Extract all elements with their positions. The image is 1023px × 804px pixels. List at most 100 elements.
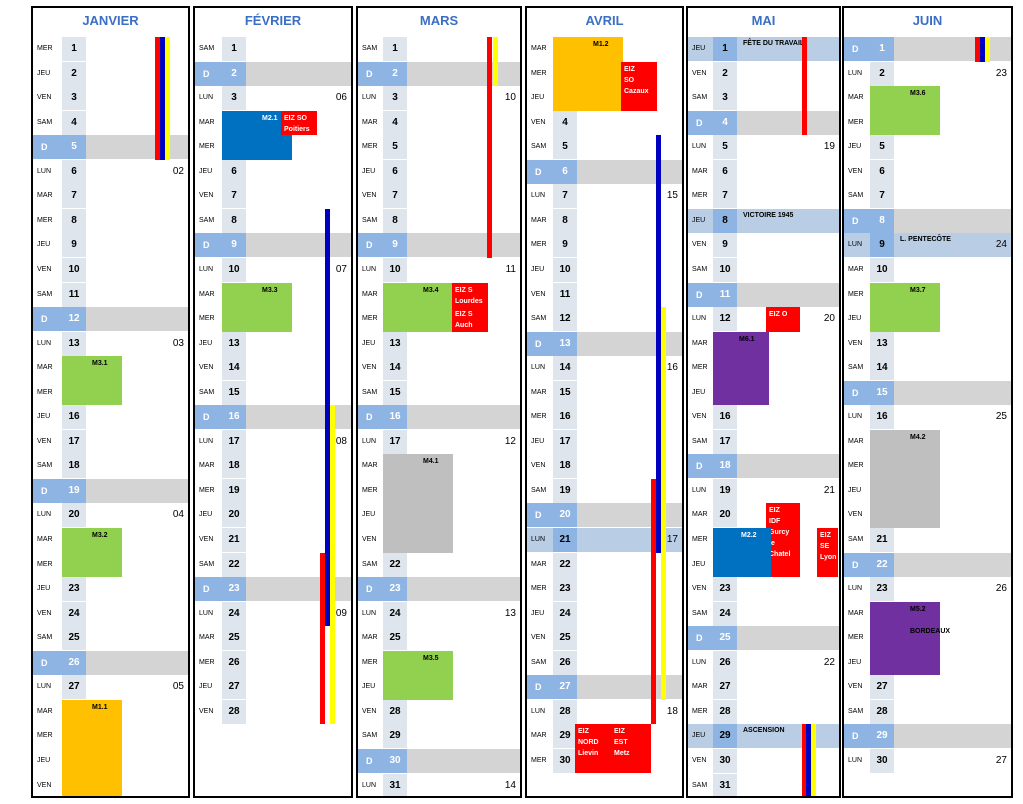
day-row[interactable]: MAR 20	[688, 503, 839, 528]
day-row[interactable]: SAM 15	[358, 380, 520, 405]
day-row[interactable]: MER 1	[33, 37, 188, 61]
day-row[interactable]: VEN 10	[33, 257, 188, 282]
day-row[interactable]: VEN 2	[688, 61, 839, 86]
day-row[interactable]: LUN 26 22	[688, 650, 839, 675]
day-row[interactable]: D 25	[688, 626, 839, 651]
day-row[interactable]: LUN 23 26	[844, 577, 1011, 602]
day-row[interactable]: MAR 25	[195, 626, 351, 651]
event-block[interactable]: M3.6	[870, 86, 940, 136]
day-row[interactable]: LUN 10 11	[358, 257, 520, 282]
day-row[interactable]: JEU 5	[844, 135, 1011, 160]
day-row[interactable]: MER 8	[33, 208, 188, 233]
day-row[interactable]: MER 5	[358, 135, 520, 160]
day-row[interactable]: D 12	[33, 307, 188, 332]
day-row[interactable]: LUN 5 19	[688, 135, 839, 160]
day-row[interactable]: MAR 25	[358, 626, 520, 651]
day-row[interactable]: LUN 24 13	[358, 601, 520, 626]
day-row[interactable]: D 15	[844, 380, 1011, 405]
day-row[interactable]: VEN 14	[358, 356, 520, 381]
day-row[interactable]: VEN 28	[358, 699, 520, 724]
day-row[interactable]: JEU 13	[358, 331, 520, 356]
day-row[interactable]: SAM 3	[688, 86, 839, 111]
day-row[interactable]: SAM 1	[195, 37, 351, 61]
day-row[interactable]: LUN 12 20	[688, 307, 839, 332]
day-row[interactable]: SAM 8	[358, 208, 520, 233]
day-row[interactable]: MAR 27	[688, 675, 839, 700]
day-row[interactable]: D 16	[358, 405, 520, 430]
day-row[interactable]: SAM 29	[358, 724, 520, 749]
day-row[interactable]: MAR 29	[527, 724, 682, 749]
day-row[interactable]: MER 7	[688, 184, 839, 209]
event-block[interactable]: EIZ SO Cazaux	[621, 61, 657, 111]
day-row[interactable]: JEU 16	[33, 405, 188, 430]
day-row[interactable]: SAM 21	[844, 528, 1011, 552]
day-row[interactable]: D 23	[358, 577, 520, 602]
day-row[interactable]: JEU 2	[33, 61, 188, 86]
day-row[interactable]: MAR 10	[844, 257, 1011, 282]
day-row[interactable]: VEN 30	[688, 748, 839, 773]
day-row[interactable]: SAM 18	[33, 454, 188, 479]
day-row[interactable]: MER 16	[527, 405, 682, 430]
day-row[interactable]: JEU 24	[527, 601, 682, 626]
day-row[interactable]: LUN 7 15	[527, 184, 682, 209]
event-block[interactable]: M3.2	[62, 528, 122, 578]
day-row[interactable]: SAM 14	[844, 356, 1011, 381]
day-row[interactable]: VEN 3	[33, 86, 188, 111]
day-row[interactable]: SAM 15	[195, 380, 351, 405]
day-row[interactable]: D 27	[527, 675, 682, 700]
day-row[interactable]: SAM 4	[33, 110, 188, 135]
event-block[interactable]: M3.1	[62, 356, 122, 406]
day-row[interactable]: LUN 3 10	[358, 86, 520, 111]
day-row[interactable]: JEU 9	[33, 233, 188, 258]
day-row[interactable]: JEU 29 ASCENSION	[688, 724, 839, 749]
day-row[interactable]: MER 28	[688, 699, 839, 724]
day-row[interactable]: VEN 9	[688, 233, 839, 258]
day-row[interactable]: LUN 28 18	[527, 699, 682, 724]
day-row[interactable]: SAM 22	[195, 552, 351, 577]
event-block[interactable]: M2.1	[222, 110, 292, 160]
event-block[interactable]: M5.2 BORDEAUX	[870, 601, 950, 676]
day-row[interactable]: LUN 17 12	[358, 429, 520, 454]
event-block[interactable]: M4.1	[383, 454, 453, 553]
day-row[interactable]: MER 19	[195, 478, 351, 503]
day-row[interactable]: LUN 13 03	[33, 331, 188, 356]
event-block[interactable]: M4.2	[870, 429, 940, 528]
day-row[interactable]: SAM 24	[688, 601, 839, 626]
event-block[interactable]: M3.5	[383, 650, 453, 700]
day-row[interactable]: MAR 22	[527, 552, 682, 577]
event-block[interactable]: M1.2	[553, 37, 623, 111]
day-row[interactable]: VEN 14	[195, 356, 351, 381]
day-row[interactable]: SAM 19	[527, 478, 682, 503]
day-row[interactable]: LUN 10 07	[195, 257, 351, 282]
day-row[interactable]: MAR 7	[33, 184, 188, 209]
day-row[interactable]: SAM 10	[688, 257, 839, 282]
event-block[interactable]: M2.2	[713, 528, 771, 578]
day-row[interactable]: VEN 27	[844, 675, 1011, 700]
event-block[interactable]: M6.1	[713, 331, 769, 406]
day-row[interactable]: MAR 15	[527, 380, 682, 405]
day-row[interactable]: JEU 27	[195, 675, 351, 700]
day-row[interactable]: LUN 20 04	[33, 503, 188, 528]
day-row[interactable]: LUN 24 09	[195, 601, 351, 626]
day-row[interactable]: SAM 17	[688, 429, 839, 454]
day-row[interactable]: LUN 14 16	[527, 356, 682, 381]
day-row[interactable]: VEN 18	[527, 454, 682, 479]
day-row[interactable]: MAR 18	[195, 454, 351, 479]
event-block[interactable]: EIZ EST Metz	[611, 724, 651, 774]
day-row[interactable]: SAM 12	[527, 307, 682, 332]
day-row[interactable]: MER 9	[527, 233, 682, 258]
day-row[interactable]: JEU 6	[358, 159, 520, 184]
event-block[interactable]: M3.7	[870, 282, 940, 332]
day-row[interactable]: SAM 7	[844, 184, 1011, 209]
day-row[interactable]: VEN 28	[195, 699, 351, 724]
day-row[interactable]: SAM 8	[195, 208, 351, 233]
day-row[interactable]: VEN 6	[844, 159, 1011, 184]
day-row[interactable]: LUN 27 05	[33, 675, 188, 700]
day-row[interactable]: JEU 23	[33, 577, 188, 602]
day-row[interactable]: SAM 22	[358, 552, 520, 577]
day-row[interactable]: MAR 4	[358, 110, 520, 135]
